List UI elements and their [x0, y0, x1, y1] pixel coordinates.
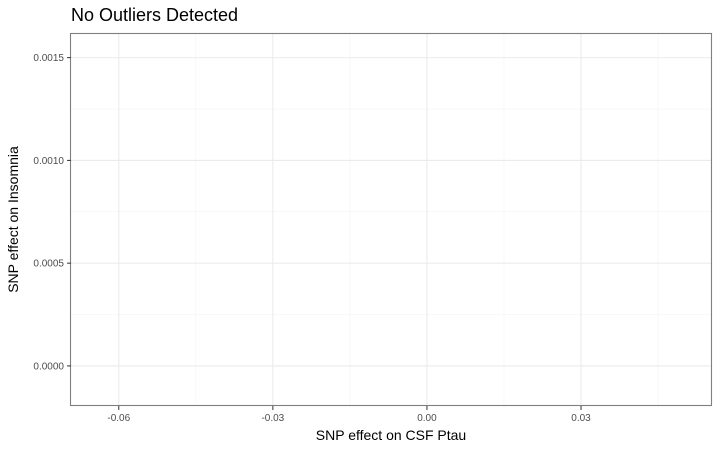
x-tick-label: -0.03	[261, 413, 284, 424]
plot-panel	[69, 32, 713, 407]
grid	[71, 34, 712, 406]
x-axis: -0.06 -0.03 0.00 0.03	[107, 406, 591, 424]
y-tick-label: 0.0015	[33, 53, 64, 64]
chart-title: No Outliers Detected	[71, 5, 238, 25]
x-tick-label: -0.06	[107, 413, 130, 424]
x-tick-label: 0.03	[571, 413, 591, 424]
y-tick-label: 0.0010	[33, 156, 64, 167]
x-axis-label: SNP effect on CSF Ptau	[316, 427, 466, 443]
y-axis-label: SNP effect on Insomnia	[5, 146, 21, 293]
y-tick-label: 0.0000	[33, 361, 64, 372]
y-tick-label: 0.0005	[33, 259, 64, 270]
x-tick-label: 0.00	[417, 413, 437, 424]
y-axis: 0.0000 0.0005 0.0010 0.0015	[33, 53, 71, 372]
